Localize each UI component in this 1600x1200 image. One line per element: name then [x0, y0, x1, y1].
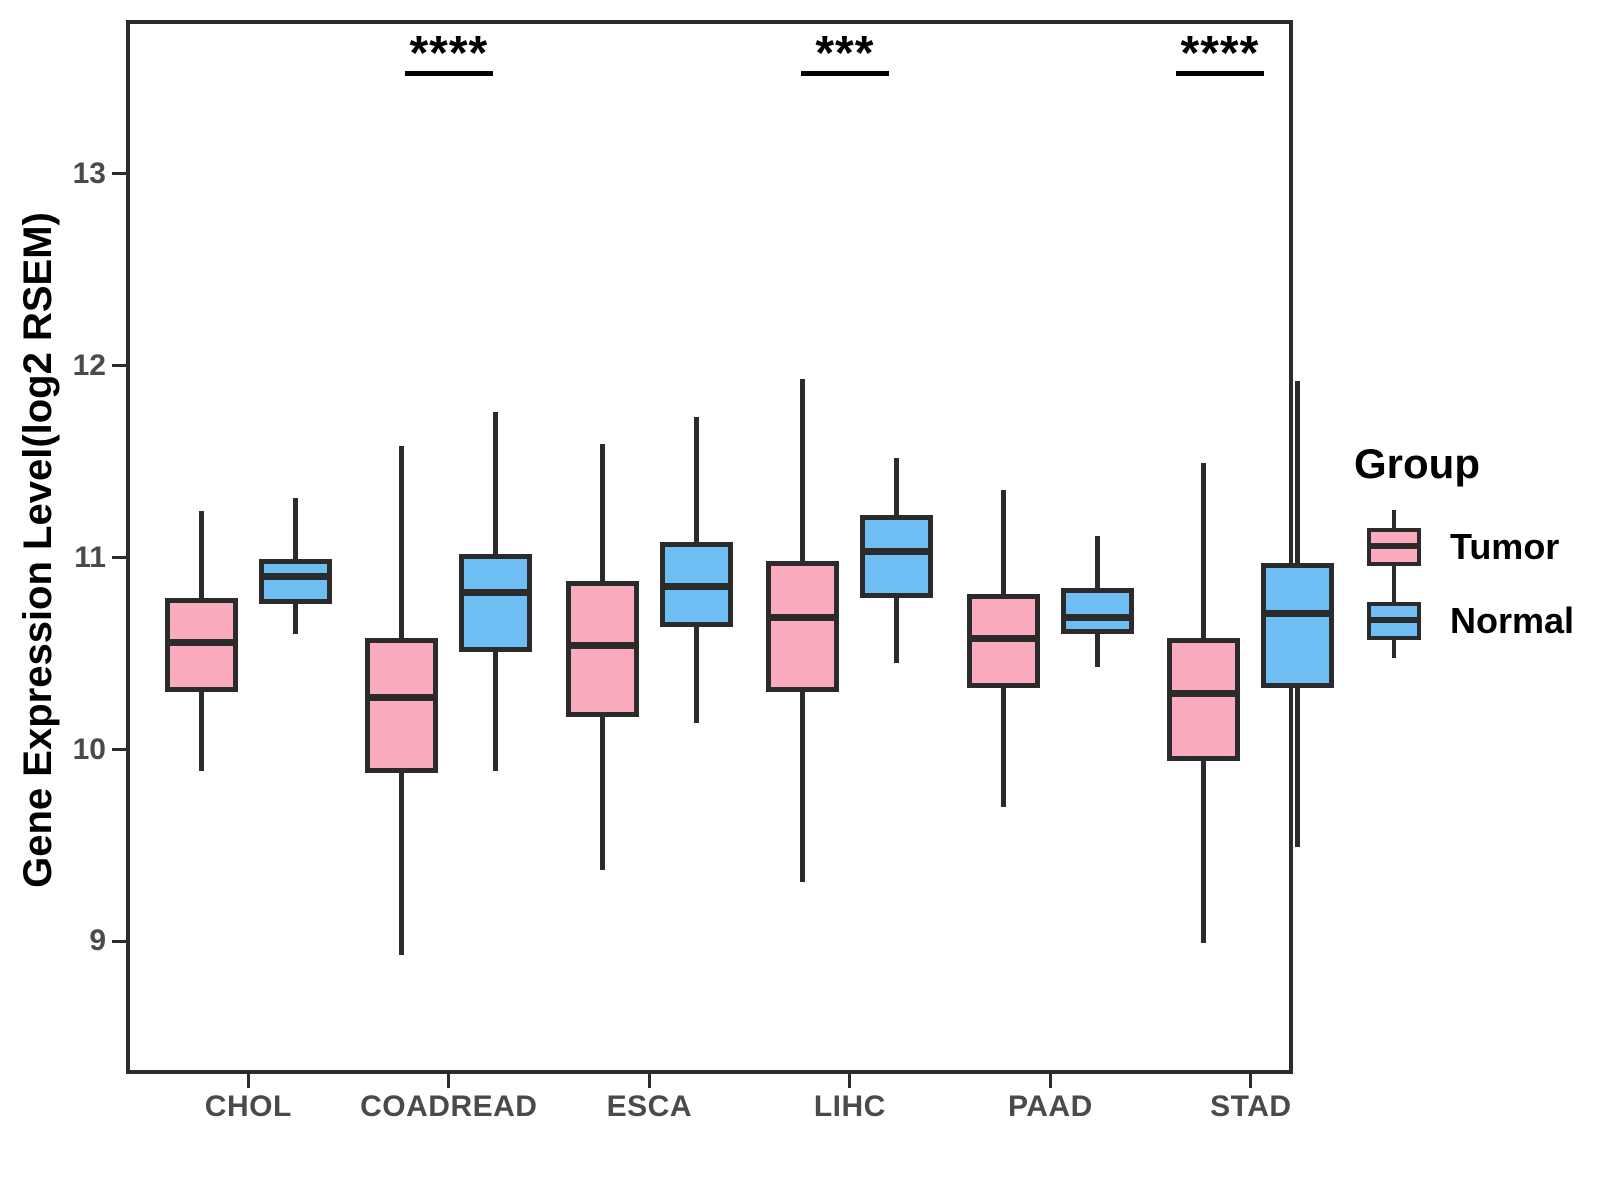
significance-label: *** [815, 27, 875, 80]
y-axis-tick-label: 12 [72, 348, 106, 382]
y-axis-tick-label: 10 [72, 732, 106, 766]
boxplot-box [766, 561, 840, 692]
boxplot-key-icon [1366, 510, 1422, 584]
boxplot-median [970, 634, 1036, 642]
x-axis-tick-label: PAAD [1007, 1090, 1093, 1123]
significance-bar [404, 71, 493, 76]
x-axis-tick [246, 1074, 250, 1088]
y-axis-tick [112, 748, 126, 751]
boxplot-key-icon [1366, 584, 1422, 658]
boxplot-box [1261, 563, 1335, 689]
x-axis-tick [1249, 1074, 1253, 1088]
x-axis-tick-label: STAD [1210, 1090, 1292, 1123]
legend-title: Group [1354, 440, 1480, 487]
y-axis-tick [112, 172, 126, 176]
boxplot-box [860, 515, 934, 598]
legend-glyph-median [1371, 617, 1417, 623]
boxplot-median [1265, 609, 1331, 617]
boxplot-box [365, 638, 439, 773]
x-axis-tick [447, 1074, 451, 1088]
y-axis-tick-label: 9 [89, 924, 106, 958]
x-axis-tick-label: LIHC [813, 1090, 886, 1123]
legend-item-label: Tumor [1450, 526, 1560, 567]
significance-bar [800, 71, 889, 76]
boxplot-median [463, 588, 529, 596]
legend-item-tumor: Tumor [1366, 510, 1590, 584]
y-axis-tick [112, 556, 126, 560]
boxplot-median [369, 694, 435, 702]
x-axis-tick-label: ESCA [606, 1090, 693, 1123]
x-axis-tick-label: COADREAD [360, 1090, 538, 1123]
legend-item-normal: Normal [1366, 584, 1590, 658]
boxplot-median [663, 582, 729, 590]
legend-item-label: Normal [1450, 600, 1575, 641]
boxplot-median [262, 573, 328, 581]
y-axis-tick-label: 13 [72, 156, 106, 190]
x-axis-tick-label: CHOL [204, 1090, 292, 1123]
y-axis-tick-label: 11 [74, 540, 106, 574]
boxplot-median [1064, 613, 1130, 621]
boxplot-median [770, 613, 836, 621]
significance-label: **** [409, 27, 489, 80]
boxplot-box [258, 559, 332, 604]
legend-glyph-median [1371, 543, 1417, 549]
boxplot-median [864, 548, 930, 556]
significance-label: **** [1180, 27, 1260, 80]
y-axis-tick [112, 939, 126, 943]
boxplot-box [1167, 638, 1241, 762]
boxplot-median [1171, 690, 1237, 698]
y-axis-tick [112, 364, 126, 368]
legend: Group Tumor Normal [1330, 440, 1590, 658]
boxplot-box [1060, 588, 1134, 635]
boxplot-median [168, 638, 234, 646]
x-axis-tick [848, 1074, 852, 1088]
x-axis-tick [647, 1074, 651, 1088]
x-axis-tick [1048, 1074, 1052, 1088]
significance-bar [1175, 71, 1264, 76]
boxplot-median [569, 642, 635, 650]
boxplot-box [459, 553, 533, 652]
